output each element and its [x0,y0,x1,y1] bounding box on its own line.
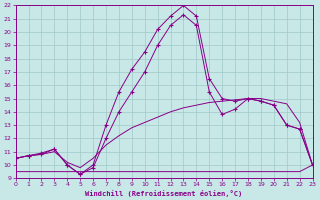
X-axis label: Windchill (Refroidissement éolien,°C): Windchill (Refroidissement éolien,°C) [85,190,243,197]
